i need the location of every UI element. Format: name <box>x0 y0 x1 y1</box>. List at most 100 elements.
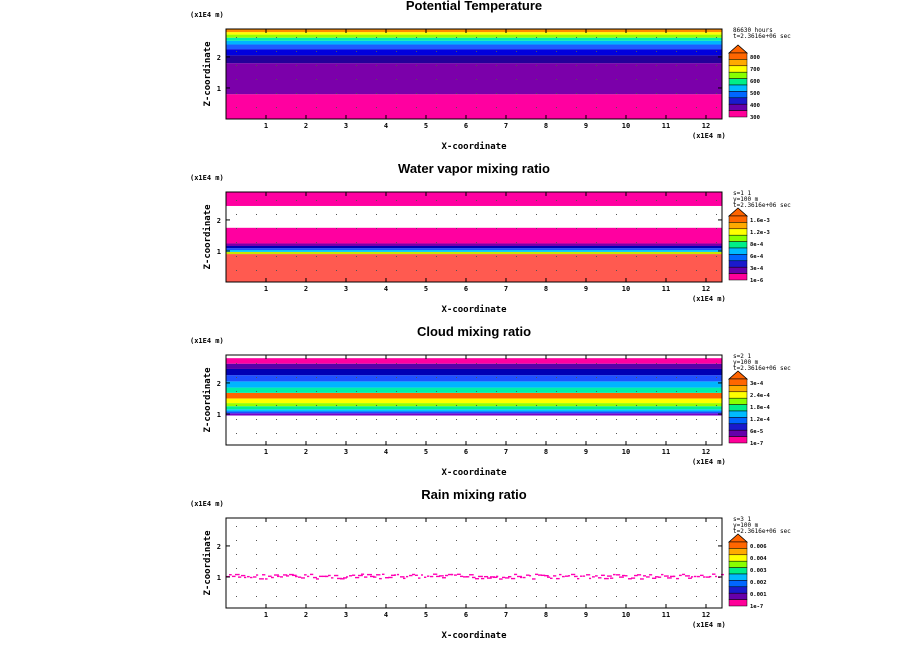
grid-dot <box>456 51 457 52</box>
grid-dot <box>416 377 417 378</box>
grid-dot <box>376 200 377 201</box>
grid-dot <box>356 596 357 597</box>
grid-dot <box>376 256 377 257</box>
grid-dot <box>356 363 357 364</box>
colorbar-swatch <box>728 586 748 594</box>
rain-streak <box>529 575 532 577</box>
grid-dot <box>696 242 697 243</box>
x-tick-label: 9 <box>584 285 588 293</box>
rain-streak <box>436 575 441 578</box>
grid-dot <box>716 200 717 201</box>
grid-dot <box>276 107 277 108</box>
rain-streak <box>307 575 310 578</box>
grid-dot <box>396 37 397 38</box>
rain-streak <box>367 573 372 576</box>
x-tick-label: 1 <box>264 285 268 293</box>
grid-dot <box>576 419 577 420</box>
rain-streak <box>310 573 314 576</box>
grid-dot <box>616 540 617 541</box>
grid-dot <box>596 65 597 66</box>
grid-dot <box>636 526 637 527</box>
x-tick-label: 11 <box>662 122 670 130</box>
grid-dot <box>536 37 537 38</box>
grid-dot <box>676 228 677 229</box>
grid-dot <box>656 363 657 364</box>
grid-dot <box>396 107 397 108</box>
contour-band <box>226 411 722 414</box>
grid-dot <box>296 37 297 38</box>
grid-dot <box>556 419 557 420</box>
contour-band <box>226 248 722 251</box>
rain-streak <box>508 575 512 578</box>
x-unit-label: (x1E4 m) <box>692 132 726 140</box>
rain-streak <box>253 576 257 578</box>
rain-streak <box>577 577 580 580</box>
grid-dot <box>256 391 257 392</box>
grid-dot <box>296 433 297 434</box>
x-tick-label: 6 <box>464 285 468 293</box>
grid-dot <box>496 433 497 434</box>
grid-dot <box>416 363 417 364</box>
grid-dot <box>596 214 597 215</box>
rain-streak <box>388 576 393 579</box>
x-tick-label: 11 <box>662 611 670 619</box>
grid-dot <box>276 93 277 94</box>
grid-dot <box>656 391 657 392</box>
grid-dot <box>576 270 577 271</box>
grid-dot <box>636 568 637 569</box>
grid-dot <box>236 256 237 257</box>
grid-dot <box>616 568 617 569</box>
grid-dot <box>476 433 477 434</box>
grid-dot <box>476 93 477 94</box>
grid-dot <box>676 540 677 541</box>
grid-dot <box>256 51 257 52</box>
grid-dot <box>256 93 257 94</box>
grid-dot <box>476 270 477 271</box>
grid-dot <box>556 582 557 583</box>
grid-dot <box>476 200 477 201</box>
grid-dot <box>316 433 317 434</box>
grid-dot <box>376 363 377 364</box>
contour-band <box>226 254 722 282</box>
contour-band <box>226 375 722 382</box>
grid-dot <box>376 419 377 420</box>
colorbar-label: 300 <box>750 115 760 121</box>
contour-band <box>226 63 722 95</box>
grid-dot <box>696 419 697 420</box>
grid-dot <box>636 391 637 392</box>
rain-streak <box>580 575 583 577</box>
grid-dot <box>656 200 657 201</box>
grid-dot <box>536 200 537 201</box>
grid-dot <box>496 596 497 597</box>
grid-dot <box>396 214 397 215</box>
grid-dot <box>316 582 317 583</box>
rain-streak <box>385 577 390 579</box>
contour-band <box>226 44 722 50</box>
grid-dot <box>316 405 317 406</box>
grid-dot <box>536 596 537 597</box>
colorbar-label: 0.004 <box>750 556 767 562</box>
grid-dot <box>676 363 677 364</box>
colorbar-swatch <box>728 397 748 405</box>
colorbar-label: 3e-4 <box>750 266 764 272</box>
grid-dot <box>556 228 557 229</box>
grid-dot <box>536 568 537 569</box>
grid-dot <box>456 419 457 420</box>
grid-dot <box>316 256 317 257</box>
grid-dot <box>396 540 397 541</box>
grid-dot <box>416 391 417 392</box>
grid-dot <box>516 200 517 201</box>
grid-dot <box>296 256 297 257</box>
grid-dot <box>516 37 517 38</box>
rain-streak <box>679 574 682 577</box>
grid-dot <box>256 540 257 541</box>
grid-dot <box>596 256 597 257</box>
grid-dot <box>276 363 277 364</box>
grid-dot <box>256 405 257 406</box>
contour-band <box>226 403 722 407</box>
contour-band <box>226 392 722 399</box>
grid-dot <box>476 596 477 597</box>
grid-dot <box>436 214 437 215</box>
rain-streak <box>361 573 365 575</box>
rain-streak <box>526 574 530 576</box>
